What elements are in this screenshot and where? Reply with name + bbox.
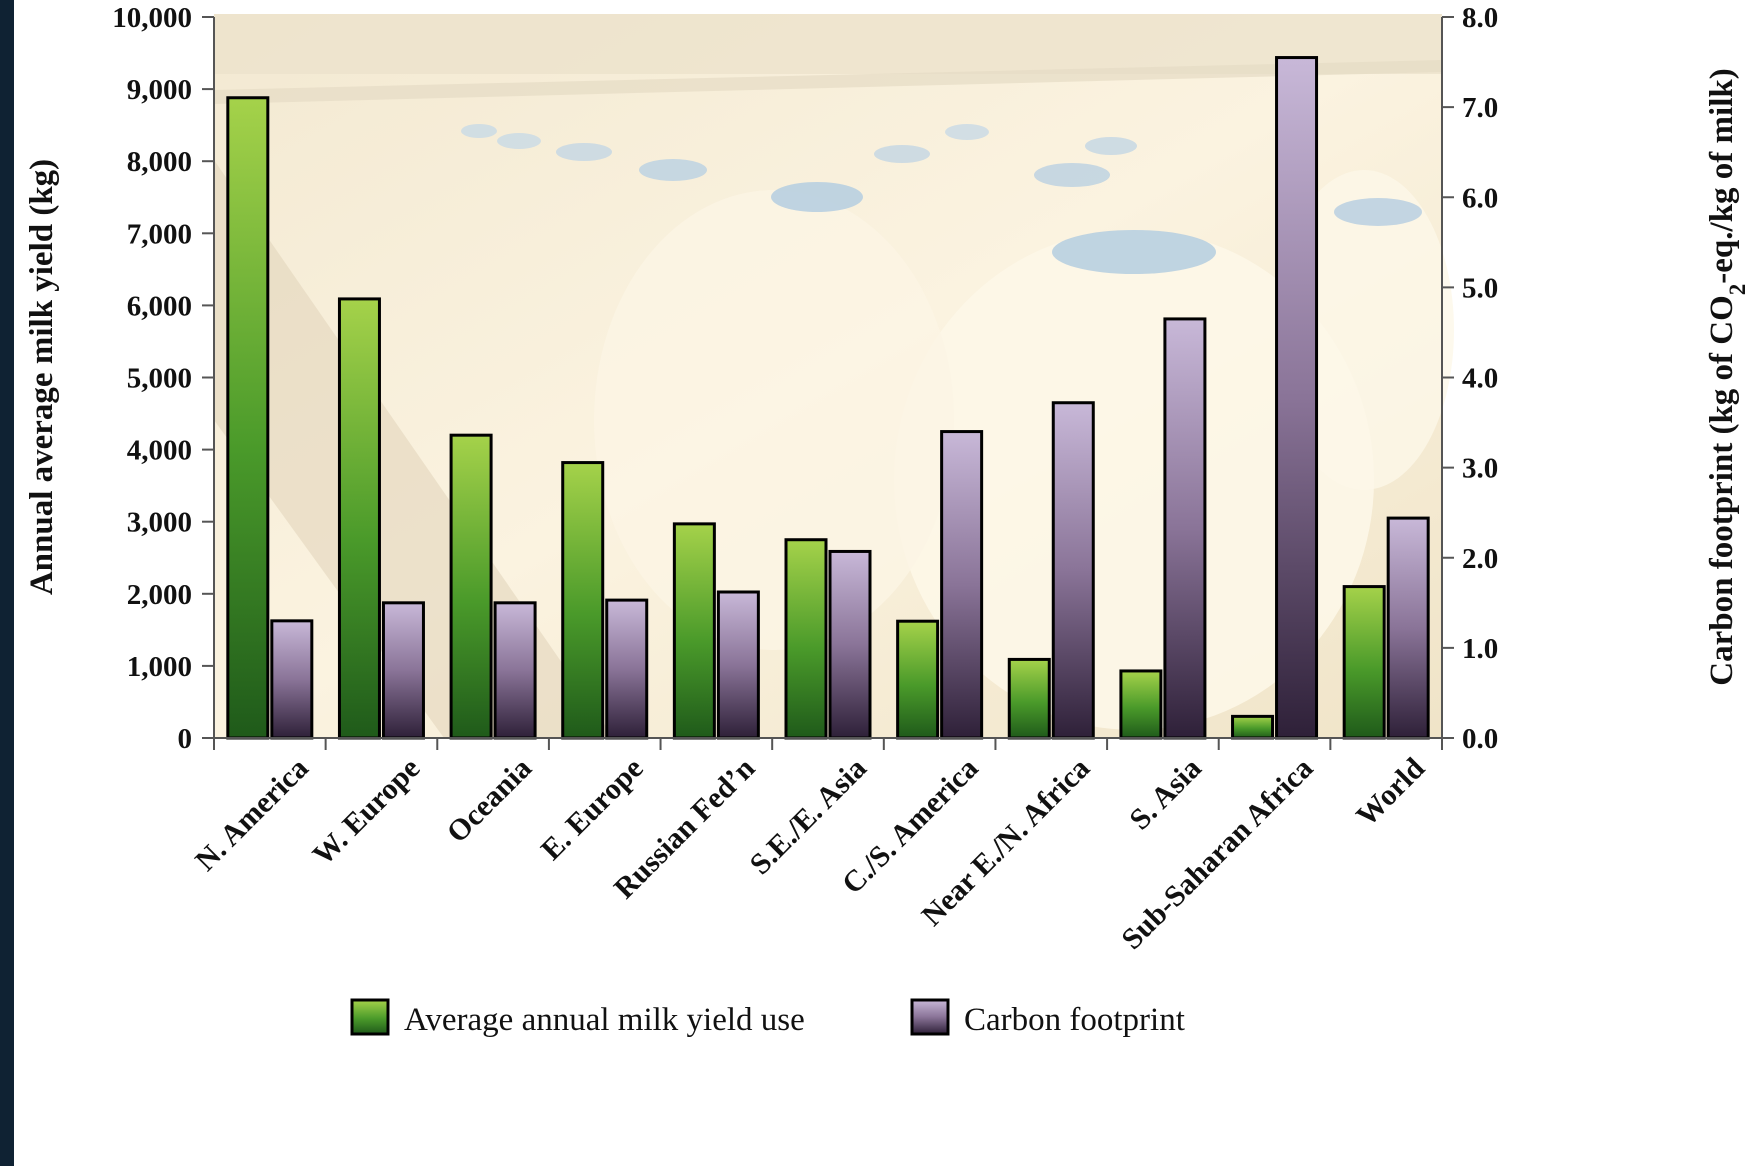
left-tick-label: 7,000 [127,218,192,250]
background-photo [14,0,1762,1166]
bar-milk-yield-e-europe [561,461,605,740]
left-tick-label: 6,000 [127,290,192,322]
right-tick-label: 6.0 [1462,182,1498,214]
left-tick-label: 0 [178,723,193,755]
left-tick-label: 8,000 [127,146,192,178]
bar-carbon-footprint-russian-fed-n [716,590,760,740]
legend-item-milk-yield: Average annual milk yield use [350,998,805,1038]
right-tick-label: 7.0 [1462,92,1498,124]
bar-carbon-footprint-sub-saharan-africa [1275,56,1319,740]
left-tick-label: 4,000 [127,435,192,467]
bar-milk-yield-oceania [449,433,493,740]
left-tick-label: 10,000 [112,2,192,34]
legend-swatch-milk-yield [350,998,390,1036]
bar-carbon-footprint-near-e-n-africa [1051,401,1095,740]
bar-milk-yield-n-america [226,96,270,740]
bar-milk-yield-sub-saharan-africa [1231,714,1275,740]
legend-label-carbon-footprint: Carbon footprint [964,1002,1185,1038]
bar-milk-yield-s-asia [1119,669,1163,740]
bar-milk-yield-c-s-america [896,619,940,740]
right-tick-label: 2.0 [1462,543,1498,575]
bar-milk-yield-s-e-e-asia [784,538,828,740]
left-tick-label: 5,000 [127,363,192,395]
right-axis-title-end: -eq./kg of milk) [1704,68,1740,283]
bar-milk-yield-w-europe [337,297,381,740]
legend-item-carbon-footprint: Carbon footprint [910,998,1185,1038]
bar-carbon-footprint-world [1386,516,1430,740]
bar-carbon-footprint-n-america [270,619,314,740]
left-tick-label: 2,000 [127,579,192,611]
right-y-axis: 0.0 1.0 2.0 3.0 4.0 5.0 6.0 7.0 8.0 [1441,2,1498,755]
bar-carbon-footprint-s-asia [1163,317,1207,740]
left-axis-title: Annual average milk yield (kg) [24,159,60,595]
right-tick-label: 1.0 [1462,633,1498,665]
chart-frame: 0 1,000 2,000 3,000 4,000 5,000 6,000 7,000 8,00… [14,0,1762,1166]
right-tick-label: 4.0 [1462,363,1498,395]
left-tick-label: 1,000 [127,651,192,683]
right-axis-title-sub: 2 [1725,284,1750,296]
bar-carbon-footprint-s-e-e-asia [828,549,872,740]
right-tick-label: 0.0 [1462,723,1498,755]
bar-carbon-footprint-c-s-america [940,430,984,740]
bar-milk-yield-near-e-n-africa [1007,657,1051,740]
bar-carbon-footprint-oceania [493,601,537,740]
left-y-axis: 0 1,000 2,000 3,000 4,000 5,000 6,000 7,000 8,00… [112,2,215,755]
right-axis-title-main: Carbon footprint (kg of CO [1704,295,1740,686]
chart: 0 1,000 2,000 3,000 4,000 5,000 6,000 7,000 8,00… [14,0,1762,1166]
right-axis-title: Carbon footprint (kg of CO2-eq./kg of mi… [1704,68,1750,685]
bar-carbon-footprint-w-europe [381,601,425,740]
legend-swatch-carbon-footprint [910,998,950,1036]
legend: Average annual milk yield use Carbon foo… [350,998,1185,1038]
bar-carbon-footprint-e-europe [605,598,649,740]
bar-milk-yield-russian-fed-n [672,522,716,740]
bar-milk-yield-world [1342,585,1386,740]
left-tick-label: 3,000 [127,507,192,539]
legend-label-milk-yield: Average annual milk yield use [404,1002,805,1038]
right-tick-label: 8.0 [1462,2,1498,34]
right-tick-label: 5.0 [1462,272,1498,304]
right-tick-label: 3.0 [1462,453,1498,485]
left-tick-label: 9,000 [127,74,192,106]
